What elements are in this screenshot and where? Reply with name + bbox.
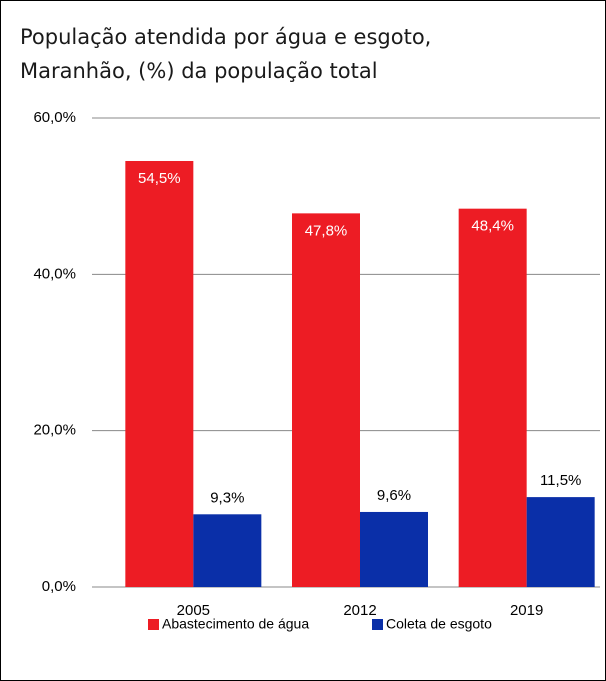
chart-title: Maranhão, (%) da população total bbox=[20, 59, 378, 83]
data-label: 11,5% bbox=[540, 472, 581, 489]
bar bbox=[193, 514, 262, 587]
legend-swatch bbox=[148, 619, 159, 630]
bar bbox=[526, 497, 595, 587]
data-label: 48,4% bbox=[471, 218, 514, 235]
x-tick-label: 2012 bbox=[343, 602, 376, 619]
bar bbox=[292, 213, 360, 587]
x-tick-label: 2005 bbox=[177, 602, 210, 619]
bar bbox=[458, 208, 527, 587]
bar bbox=[125, 160, 194, 587]
legend-label: Coleta de esgoto bbox=[386, 616, 492, 632]
x-tick-label: 2019 bbox=[510, 602, 543, 619]
data-label: 9,3% bbox=[210, 489, 244, 506]
data-label: 9,6% bbox=[377, 487, 411, 504]
legend-swatch bbox=[372, 619, 383, 630]
y-tick-label: 60,0% bbox=[33, 109, 76, 126]
data-label: 47,8% bbox=[305, 222, 348, 239]
y-tick-label: 20,0% bbox=[33, 422, 76, 439]
y-tick-label: 0,0% bbox=[42, 578, 76, 595]
legend-label: Abastecimento de água bbox=[162, 616, 309, 632]
chart-title: População atendida por água e esgoto, bbox=[20, 25, 431, 49]
y-tick-label: 40,0% bbox=[33, 265, 76, 282]
bar bbox=[360, 511, 428, 587]
data-label: 54,5% bbox=[138, 170, 181, 187]
